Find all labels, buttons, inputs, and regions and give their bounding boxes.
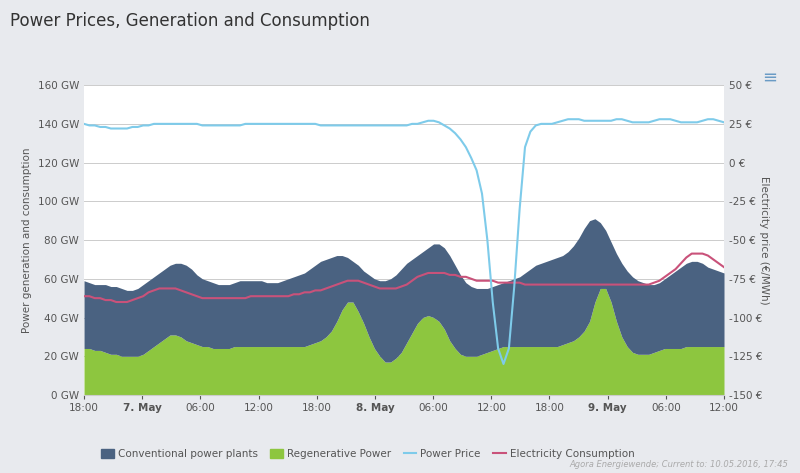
Text: ≡: ≡ [762, 69, 778, 87]
Y-axis label: Electricity price (€/MWh): Electricity price (€/MWh) [759, 176, 770, 304]
Text: Power Prices, Generation and Consumption: Power Prices, Generation and Consumption [10, 12, 370, 30]
Text: Agora Energiewende; Current to: 10.05.2016, 17:45: Agora Energiewende; Current to: 10.05.20… [569, 460, 788, 469]
Legend: Conventional power plants, Regenerative Power, Power Price, Electricity Consumpt: Conventional power plants, Regenerative … [97, 445, 639, 463]
Y-axis label: Power generation and consumption: Power generation and consumption [22, 147, 32, 333]
